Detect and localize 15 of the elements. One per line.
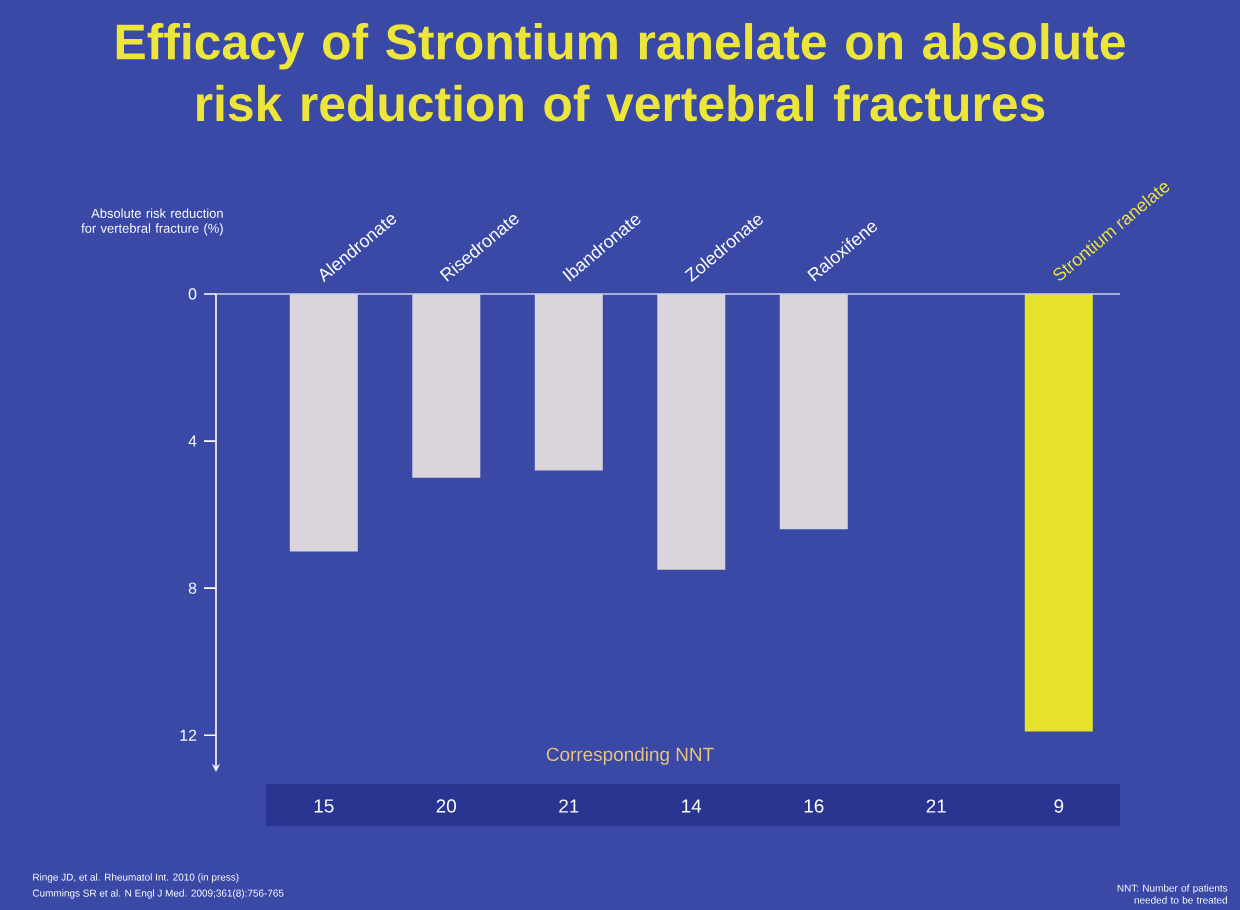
text: 9 [1054, 799, 1064, 813]
bar [657, 294, 726, 570]
bar [289, 294, 358, 552]
bar [534, 294, 603, 471]
annotation: Corresponding NNT [546, 747, 714, 765]
bar [412, 294, 481, 478]
text: 16 [804, 799, 824, 813]
chart-title: Efficacy of Strontium ranelate on absolute risk reduction of vertebral fractures [116, 23, 1125, 122]
text: 20 [436, 799, 456, 813]
text: 21 [559, 799, 579, 813]
text: 15 [314, 799, 334, 813]
bar [1024, 294, 1093, 732]
text: 21 [926, 799, 946, 813]
bar [779, 294, 848, 530]
text: 14 [682, 799, 702, 813]
